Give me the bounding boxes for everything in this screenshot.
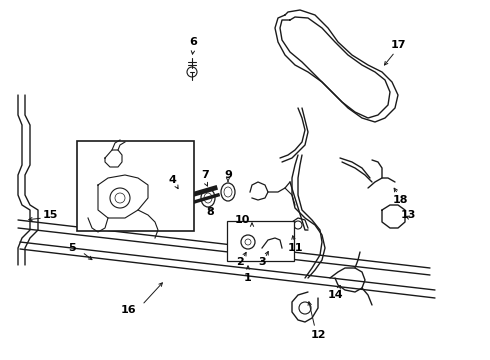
Circle shape	[139, 213, 147, 221]
Circle shape	[136, 206, 144, 214]
Text: 18: 18	[392, 195, 408, 205]
Text: 8: 8	[206, 207, 214, 217]
Text: 1: 1	[244, 273, 252, 283]
Text: 13: 13	[400, 210, 416, 220]
Text: 14: 14	[327, 290, 343, 300]
Text: 4: 4	[168, 175, 176, 185]
FancyBboxPatch shape	[77, 141, 194, 231]
Text: 3: 3	[258, 257, 266, 267]
Text: 2: 2	[236, 257, 244, 267]
Text: 6: 6	[189, 37, 197, 47]
Text: 12: 12	[310, 330, 326, 340]
Text: 9: 9	[224, 170, 232, 180]
Text: 10: 10	[234, 215, 250, 225]
Text: 11: 11	[287, 243, 303, 253]
Text: 16: 16	[120, 305, 136, 315]
Text: 17: 17	[390, 40, 406, 50]
FancyBboxPatch shape	[227, 221, 294, 261]
Text: 5: 5	[68, 243, 76, 253]
Text: 15: 15	[42, 210, 58, 220]
Text: 7: 7	[201, 170, 209, 180]
